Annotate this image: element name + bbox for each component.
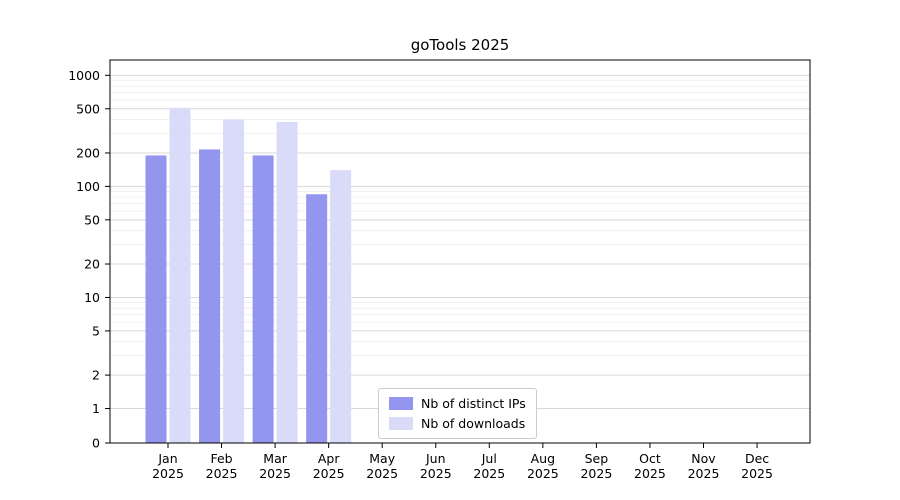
x-tick-label-year: 2025 [152,466,184,481]
x-tick-label-year: 2025 [420,466,452,481]
y-tick-label: 1000 [68,68,100,83]
bar-downloads-mar [276,121,298,443]
bar-downloads-feb [223,119,245,443]
bar-downloads-jan [169,107,191,444]
y-tick-label: 50 [84,212,100,227]
x-tick-label-year: 2025 [741,466,773,481]
legend-swatch-downloads [389,417,413,430]
legend-item-distinct-ips: Nb of distinct IPs [389,396,526,411]
x-tick-label-year: 2025 [259,466,291,481]
legend-swatch-distinct-ips [389,397,413,410]
x-tick-label-year: 2025 [580,466,612,481]
bar-distinct-ips-apr [306,194,328,443]
x-tick-label-month: Aug [531,451,555,466]
x-tick-label-month: Jul [481,451,497,466]
y-tick-label: 5 [92,323,100,338]
x-tick-label-month: Sep [585,451,609,466]
x-tick-label-year: 2025 [634,466,666,481]
y-tick-label: 2 [92,368,100,383]
y-tick-label: 10 [84,290,100,305]
x-tick-label-year: 2025 [206,466,238,481]
y-tick-label: 500 [76,101,100,116]
bar-distinct-ips-jan [145,155,167,443]
x-tick-label-year: 2025 [688,466,720,481]
x-tick-label-month: May [369,451,395,466]
y-tick-label: 1 [92,401,100,416]
bar-downloads-apr [330,170,352,444]
legend-item-downloads: Nb of downloads [389,416,526,431]
legend: Nb of distinct IPs Nb of downloads [378,388,537,439]
x-tick-label-month: Feb [210,451,232,466]
x-tick-label-month: Dec [745,451,769,466]
x-tick-label-year: 2025 [313,466,345,481]
bar-distinct-ips-feb [199,149,221,443]
x-tick-label-month: Oct [639,451,661,466]
y-tick-label: 200 [76,145,100,160]
bar-distinct-ips-mar [252,155,274,443]
x-tick-label-month: Mar [263,451,287,466]
y-tick-label: 0 [92,436,100,451]
x-tick-label-year: 2025 [527,466,559,481]
y-tick-label: 100 [76,179,100,194]
legend-label-distinct-ips: Nb of distinct IPs [421,396,526,411]
x-tick-label-month: Jan [157,451,177,466]
x-tick-label-month: Apr [318,451,340,466]
x-tick-label-month: Jun [425,451,446,466]
x-tick-label-year: 2025 [473,466,505,481]
x-tick-label-month: Nov [691,451,716,466]
x-tick-label-year: 2025 [366,466,398,481]
legend-label-downloads: Nb of downloads [421,416,526,431]
y-tick-label: 20 [84,257,100,272]
axes-frame [109,59,811,444]
chart-title: goTools 2025 [410,36,510,54]
